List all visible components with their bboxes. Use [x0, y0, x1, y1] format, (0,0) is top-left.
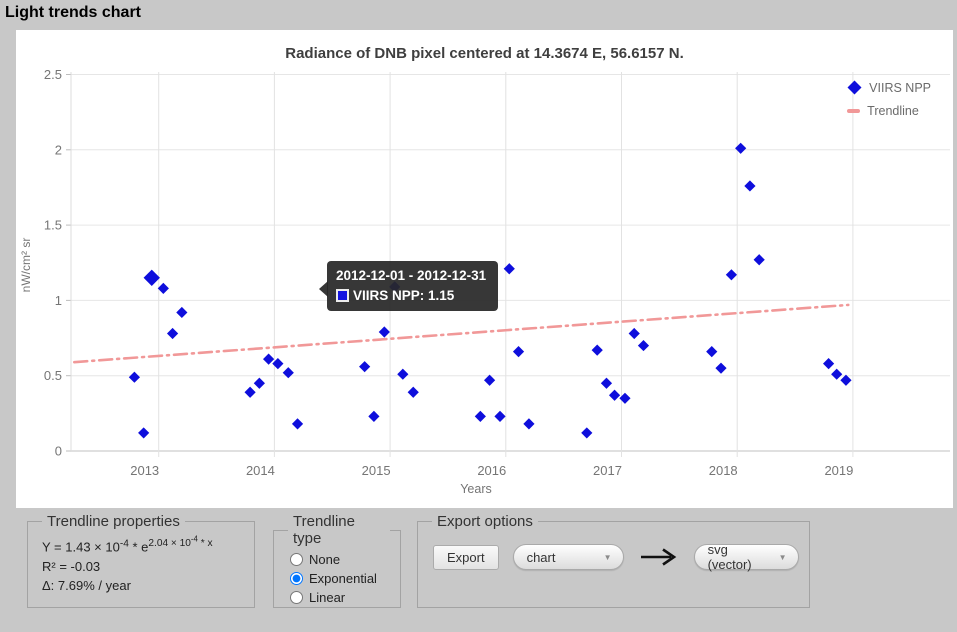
tooltip-date-range: 2012-12-01 - 2012-12-31 [336, 268, 487, 283]
radio-linear[interactable] [290, 591, 303, 604]
data-point[interactable] [591, 344, 603, 356]
tooltip-caret [319, 281, 328, 297]
data-point[interactable] [157, 282, 169, 294]
trendline-delta: Δ: 7.69% / year [42, 577, 131, 593]
data-point[interactable] [128, 371, 141, 383]
scatter-chart[interactable]: 0 0.5 1 1.5 2 2.5 2013 2014 2015 2016 2017 2018 2019 [16, 30, 953, 508]
chevron-down-icon: ▼ [603, 552, 612, 562]
data-point[interactable] [378, 326, 390, 338]
page-title: Light trends chart [5, 4, 142, 21]
data-point[interactable] [608, 389, 621, 401]
radio-label: Exponential [309, 571, 377, 586]
x-tick-label: 2017 [593, 463, 622, 478]
x-tick-label: 2015 [362, 463, 391, 478]
data-point[interactable] [138, 427, 150, 439]
x-tick-label: 2016 [477, 463, 506, 478]
radio-exponential[interactable] [290, 572, 303, 585]
data-point[interactable] [494, 410, 506, 422]
export-target-value: chart [526, 549, 556, 565]
export-options-panel: Export options Export chart ▼ svg (vecto… [417, 513, 810, 608]
data-point[interactable] [753, 254, 765, 266]
data-point[interactable] [706, 346, 718, 358]
trendline-formula: Y = 1.43 × 10-4 * e2.04 × 10-4 * x [42, 535, 213, 555]
trendline-marker-icon [847, 109, 861, 113]
data-point[interactable] [840, 374, 852, 386]
export-options-legend: Export options [437, 513, 533, 530]
legend-item-viirs-npp[interactable]: VIIRS NPP [847, 80, 931, 95]
y-tick-label: 1 [55, 293, 62, 308]
chart-legend: VIIRS NPP Trendline [847, 80, 931, 118]
x-tick-label: 2019 [824, 463, 853, 478]
data-point[interactable] [397, 368, 409, 380]
trendline-type-option-exponential[interactable]: Exponential [290, 571, 390, 586]
trendline-type-panel: Trendline type None Exponential Linear [273, 513, 401, 608]
y-tick-label: 2.5 [44, 67, 62, 82]
arrow-right-icon [640, 548, 676, 566]
data-point[interactable] [503, 263, 515, 275]
radio-none[interactable] [290, 553, 303, 566]
x-tick-label: 2014 [246, 463, 275, 478]
x-tick-label: 2018 [709, 463, 738, 478]
data-point-highlighted[interactable] [143, 269, 160, 287]
data-point[interactable] [176, 306, 188, 319]
tooltip-value: VIIRS NPP: 1.15 [353, 287, 455, 303]
data-point[interactable] [474, 410, 486, 422]
export-format-dropdown[interactable]: svg (vector) ▼ [693, 542, 799, 572]
data-point[interactable] [263, 353, 275, 365]
trendline-r-squared: R² = -0.03 [42, 558, 101, 574]
trendline-type-options: None Exponential Linear [286, 552, 390, 605]
data-point[interactable] [359, 361, 371, 373]
data-point[interactable] [831, 368, 843, 380]
data-point[interactable] [512, 346, 525, 358]
trendline-properties-panel: Trendline properties Y = 1.43 × 10-4 * e… [27, 513, 255, 608]
export-target-dropdown[interactable]: chart ▼ [512, 544, 624, 570]
chevron-down-icon: ▼ [778, 552, 787, 562]
data-point[interactable] [628, 327, 640, 340]
data-point[interactable] [637, 339, 650, 352]
radio-label: None [309, 552, 341, 567]
data-point[interactable] [725, 269, 738, 281]
tooltip-series-swatch [336, 288, 349, 302]
data-point[interactable] [619, 392, 631, 404]
x-tick-label: 2013 [130, 463, 159, 478]
trendline[interactable] [72, 303, 850, 364]
data-point[interactable] [253, 377, 265, 389]
data-point[interactable] [823, 358, 835, 370]
legend-item-trendline[interactable]: Trendline [847, 104, 931, 118]
data-point[interactable] [291, 418, 304, 430]
y-axis-label: nW/cm² sr [19, 237, 33, 293]
chart-title: Radiance of DNB pixel centered at 14.367… [285, 45, 684, 62]
data-point[interactable] [244, 386, 256, 398]
data-point[interactable] [735, 142, 747, 154]
data-point[interactable] [744, 180, 756, 192]
data-point[interactable] [484, 374, 496, 386]
y-tick-label: 1.5 [44, 218, 62, 233]
y-tick-label: 0.5 [44, 368, 62, 383]
chart-panel: 0 0.5 1 1.5 2 2.5 2013 2014 2015 2016 2017 2018 2019… [16, 30, 953, 508]
trendline-type-option-linear[interactable]: Linear [290, 590, 390, 605]
trendline-type-option-none[interactable]: None [290, 552, 390, 567]
y-tick-label: 0 [55, 444, 62, 459]
data-point[interactable] [523, 418, 535, 430]
trendline-type-legend: Trendline type [293, 513, 355, 547]
data-point[interactable] [715, 362, 727, 374]
data-point[interactable] [368, 410, 380, 422]
x-axis-label: Years [460, 482, 492, 496]
legend-label: Trendline [867, 104, 919, 118]
chart-tooltip: 2012-12-01 - 2012-12-31 VIIRS NPP: 1.15 [319, 261, 499, 312]
diamond-marker-icon [847, 80, 862, 95]
trendline-properties-legend: Trendline properties [47, 513, 180, 530]
y-tick-label: 2 [55, 142, 62, 157]
data-point[interactable] [166, 327, 179, 340]
data-point[interactable] [282, 367, 294, 379]
data-point[interactable] [407, 386, 419, 398]
radio-label: Linear [309, 590, 346, 605]
data-point[interactable] [600, 377, 613, 389]
data-point[interactable] [581, 427, 593, 439]
legend-label: VIIRS NPP [869, 80, 931, 95]
export-button[interactable]: Export [433, 544, 499, 570]
export-format-value: svg (vector) [707, 542, 752, 572]
data-point[interactable] [272, 358, 284, 370]
